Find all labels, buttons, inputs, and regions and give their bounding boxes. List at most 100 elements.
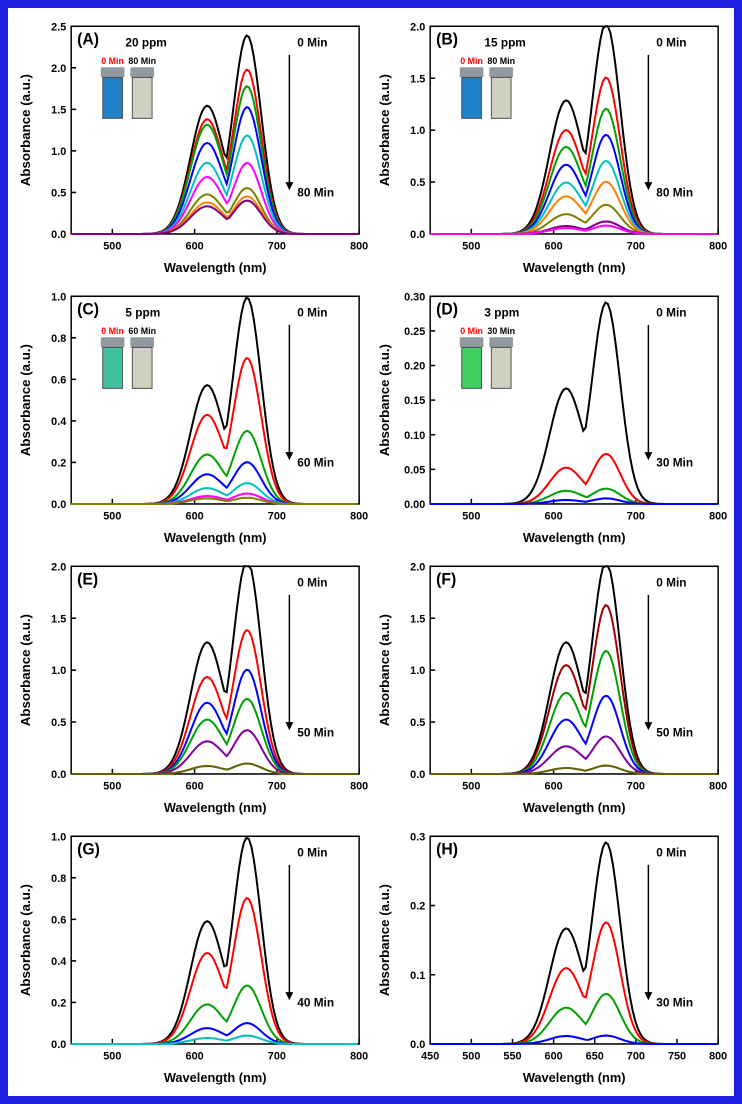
- ylabel: Absorbance (a.u.): [377, 74, 392, 186]
- xtick-label: 500: [462, 780, 480, 792]
- xtick-label: 450: [421, 1050, 439, 1062]
- xtick-label: 700: [627, 510, 645, 522]
- vial-label: 60 Min: [128, 326, 156, 336]
- panel-label: (C): [77, 300, 99, 318]
- ytick-label: 0.2: [51, 457, 66, 469]
- plot-area: [430, 566, 718, 774]
- ytick-label: 0.2: [410, 900, 425, 912]
- xlabel: Wavelength (nm): [164, 530, 267, 545]
- xtick-label: 600: [545, 780, 563, 792]
- ytick-label: 0.2: [51, 997, 66, 1009]
- xlabel: Wavelength (nm): [164, 260, 267, 275]
- xtick-label: 600: [186, 510, 204, 522]
- xtick-label: 800: [709, 510, 727, 522]
- ytick-label: 0.0: [51, 769, 66, 781]
- xtick-label: 500: [103, 240, 121, 252]
- plot-area: [71, 566, 359, 774]
- vial-liquid: [462, 77, 482, 118]
- vial-cap: [101, 337, 125, 347]
- figure-frame: 0.0 0.5 1.0 1.5 2.0 2.5 500 600 700 800 Wavelength…: [0, 0, 742, 1104]
- xtick-label: 550: [503, 1050, 521, 1062]
- ytick-label: 0.25: [404, 326, 425, 338]
- xtick-label: 700: [268, 1050, 286, 1062]
- ytick-label: 0.10: [404, 430, 425, 442]
- ytick-label: 1.5: [410, 613, 425, 625]
- ytick-label: 0.00: [404, 499, 425, 511]
- ytick-label: 1.0: [410, 125, 425, 137]
- xlabel: Wavelength (nm): [523, 260, 626, 275]
- time-bottom: 50 Min: [656, 725, 693, 739]
- xtick-label: 600: [545, 510, 563, 522]
- xlabel: Wavelength (nm): [523, 800, 626, 815]
- ytick-label: 1.5: [51, 613, 66, 625]
- ytick-label: 0.6: [51, 374, 66, 386]
- panel-H: 0.00.10.20.3450500550600650700750800Wave…: [373, 824, 728, 1090]
- ytick-label: 2.5: [51, 21, 66, 33]
- xtick-label: 600: [186, 1050, 204, 1062]
- time-top: 0 Min: [297, 846, 327, 860]
- time-bottom: 60 Min: [297, 455, 334, 469]
- ytick-label: 0.0: [51, 499, 66, 511]
- ylabel: Absorbance (a.u.): [377, 884, 392, 996]
- xlabel: Wavelength (nm): [523, 1070, 626, 1085]
- ytick-label: 0.0: [51, 229, 66, 241]
- ylabel: Absorbance (a.u.): [377, 614, 392, 726]
- vial-liquid: [103, 77, 123, 118]
- xtick-label: 700: [268, 240, 286, 252]
- ytick-label: 2.0: [410, 561, 425, 573]
- vial-liquid: [462, 347, 482, 388]
- ppm-label: 5 ppm: [125, 306, 160, 320]
- ytick-label: 0.3: [410, 831, 425, 843]
- xtick-label: 800: [350, 240, 368, 252]
- ytick-label: 1.5: [410, 73, 425, 85]
- panel-label: (G): [77, 840, 100, 858]
- ytick-label: 0.20: [404, 360, 425, 372]
- time-top: 0 Min: [656, 846, 686, 860]
- ytick-label: 2.0: [51, 561, 66, 573]
- vial-label: 80 Min: [128, 56, 156, 66]
- ytick-label: 0.30: [404, 291, 425, 303]
- time-bottom: 80 Min: [297, 185, 334, 199]
- panel-D: 0.000.050.100.150.200.250.30500600700800…: [373, 284, 728, 550]
- ytick-label: 1.0: [51, 831, 66, 843]
- panel-B: 0.00.51.01.52.0500600700800Wavelength (n…: [373, 14, 728, 280]
- panel-E: 0.00.51.01.52.0500600700800Wavelength (n…: [14, 554, 369, 820]
- ylabel: Absorbance (a.u.): [18, 614, 33, 726]
- xtick-label: 750: [668, 1050, 686, 1062]
- ylabel: Absorbance (a.u.): [18, 74, 33, 186]
- xtick-label: 600: [545, 240, 563, 252]
- ytick-label: 0.4: [51, 956, 67, 968]
- panel-label: (B): [436, 30, 458, 48]
- time-bottom: 80 Min: [656, 185, 693, 199]
- xtick-label: 500: [462, 240, 480, 252]
- ytick-label: 0.05: [404, 464, 425, 476]
- vial-label: 0 Min: [101, 56, 124, 66]
- vial-label: 0 Min: [460, 56, 483, 66]
- panel-grid: 0.0 0.5 1.0 1.5 2.0 2.5 500 600 700 800 Wavelength…: [14, 14, 728, 1090]
- vial-liquid: [491, 347, 511, 388]
- xtick-label: 500: [103, 1050, 121, 1062]
- time-top: 0 Min: [297, 306, 327, 320]
- vial-cap: [130, 67, 154, 77]
- panel-label: (E): [77, 570, 98, 588]
- xtick-label: 700: [268, 510, 286, 522]
- xtick-label: 700: [268, 780, 286, 792]
- vial-cap: [460, 337, 484, 347]
- ytick-label: 0.15: [404, 395, 425, 407]
- vial-liquid: [132, 347, 152, 388]
- time-top: 0 Min: [656, 576, 686, 590]
- ytick-label: 0.0: [410, 769, 425, 781]
- panel-A: 0.00.51.01.52.02.5500600700800Wavelength…: [14, 14, 369, 280]
- xtick-label: 800: [709, 240, 727, 252]
- vial-liquid: [103, 347, 123, 388]
- ylabel: Absorbance (a.u.): [18, 344, 33, 456]
- ytick-label: 0.5: [51, 717, 66, 729]
- ylabel: Absorbance (a.u.): [377, 344, 392, 456]
- ytick-label: 0.8: [51, 873, 66, 885]
- xtick-label: 800: [350, 510, 368, 522]
- vial-cap: [489, 337, 513, 347]
- xtick-label: 600: [186, 240, 204, 252]
- plot-area: [71, 836, 359, 1044]
- ytick-label: 0.1: [410, 970, 425, 982]
- vial-liquid: [491, 77, 511, 118]
